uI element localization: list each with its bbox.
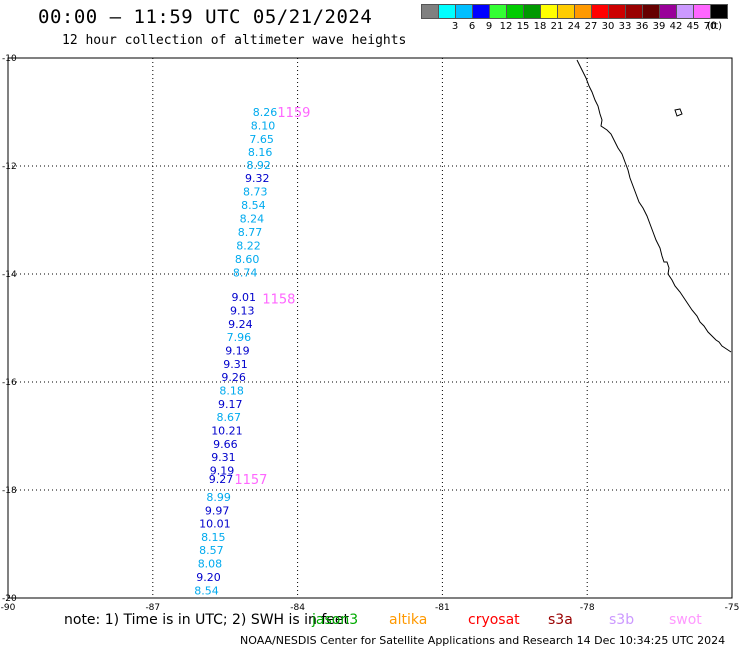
wave-height-value: 9.32 [245,172,269,185]
colorbar-tick-label: 45 [686,21,700,32]
wave-height-value: 9.31 [223,358,248,371]
wave-height-value: 9.19 [225,345,250,358]
wave-height-value: 10.01 [199,517,231,530]
colorbar-tick-label: 39 [652,21,666,32]
wave-height-value: 9.24 [228,318,253,331]
satellite-legend-swot: swot [669,612,702,628]
longitude-tick-label: -87 [145,603,160,613]
wave-height-value: 9.17 [218,398,243,411]
colorbar-tick-label: 9 [485,21,493,32]
wave-height-value: 8.24 [240,212,265,225]
time-stamp-label: 1158 [262,292,295,307]
wave-height-value: 9.66 [213,438,238,451]
wave-height-value: 8.54 [194,584,219,597]
wave-height-value: 8.18 [219,385,244,398]
colorbar-tick-label: 3 [451,21,459,32]
map-frame [7,57,733,599]
latitude-tick-label: -12 [2,162,17,172]
wave-height-value: 8.57 [199,544,224,557]
wave-height-value: 8.54 [241,199,265,212]
wave-height-value: 9.97 [205,505,230,518]
wave-height-value: 8.74 [233,266,258,279]
longitude-tick-label: -90 [1,603,16,613]
wave-height-value: 10.21 [211,425,243,438]
footer-credit: NOAA/NESDIS Center for Satellite Applica… [240,634,726,647]
wave-height-value: 9.20 [196,571,221,584]
colorbar-unit: (ft) [707,21,723,32]
satellite-legend-s3a: s3a [548,612,573,628]
latitude-tick-label: -10 [2,54,17,64]
wave-height-value: 7.65 [249,133,273,146]
island [674,108,683,117]
wave-height-value: 9.27 [209,473,234,486]
wave-height-value: 8.67 [217,411,242,424]
wave-height-value: 9.31 [211,451,236,464]
map-grid: -90 -87 -84 -81 -78 -75 -10 -12 -14 -16 -18 -20 [1,54,740,613]
satellite-legend-cryosat: cryosat [468,612,520,628]
observation-labels: 8.268.107.658.168.929.328.738.548.248.77… [194,106,310,597]
colorbar-swatch [710,4,728,19]
colorbar-tick-label: 36 [635,21,649,32]
colorbar-tick-label: 42 [669,21,683,32]
latitude-tick-label: -14 [2,270,17,280]
wave-height-value: 9.01 [231,291,256,304]
colorbar-tick-label: 21 [550,21,564,32]
wave-height-value: 8.60 [235,253,260,266]
colorbar-tick-label: 27 [584,21,598,32]
wave-height-value: 8.16 [248,146,272,159]
satellite-legend-altika: altika [389,612,428,628]
wave-height-value: 8.26 [253,106,278,119]
wave-height-value: 8.15 [201,531,226,544]
colorbar-tick-label: 30 [601,21,615,32]
wave-height-value: 9.26 [221,371,246,384]
satellite-legend-s3b: s3b [609,612,635,628]
latitude-tick-label: -16 [2,378,17,388]
footer-note: note: 1) Time is in UTC; 2) SWH is in fe… [64,612,350,628]
coastline [576,59,732,353]
wave-height-value: 8.10 [251,120,275,133]
longitude-tick-label: -81 [435,603,450,613]
colorbar-tick-label: 24 [567,21,581,32]
wave-height-value: 8.77 [238,226,263,239]
map-subtitle: 12 hour collection of altimeter wave hei… [62,33,407,48]
colorbar-tick-label: 12 [499,21,513,32]
longitude-tick-label: -75 [725,603,740,613]
colorbar-tick-label: 33 [618,21,632,32]
longitude-tick-label: -78 [580,603,595,613]
time-stamp-label: 1159 [277,106,310,121]
colorbar-tick-label: 18 [533,21,547,32]
wave-height-value: 8.08 [198,557,223,570]
wave-height-value: 9.13 [230,305,255,318]
wave-height-value: 8.22 [236,239,261,252]
wave-height-value: 8.99 [206,491,231,504]
latitude-tick-label: -18 [2,486,17,496]
time-stamp-label: 1157 [234,473,267,488]
wave-height-value: 9.19 [210,465,235,478]
colorbar-tick-label: 70 [703,21,717,32]
colorbar-tick-label: 15 [516,21,530,32]
colorbar-tick-label: 6 [468,21,476,32]
map-title: 00:00 – 11:59 UTC 05/21/2024 [38,6,373,28]
wave-height-value: 7.96 [227,331,252,344]
latitude-tick-label: -20 [2,594,17,604]
satellite-legend-jason3: jason3 [312,612,359,628]
wave-height-value: 8.92 [246,159,270,172]
wave-height-value: 8.73 [243,185,267,198]
longitude-tick-label: -84 [290,603,305,613]
